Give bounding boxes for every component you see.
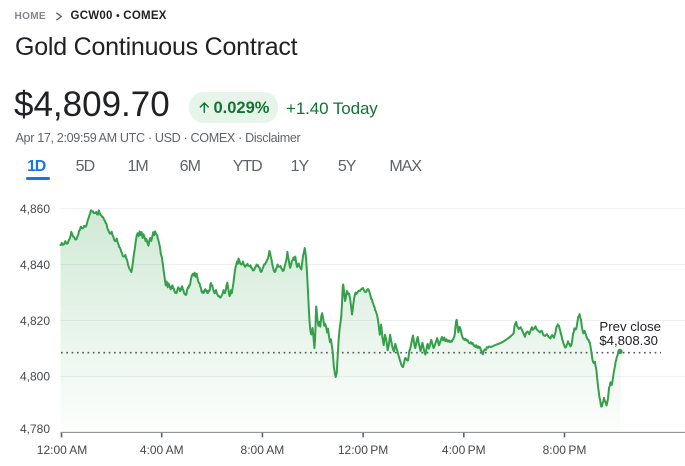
svg-text:12:00 PM: 12:00 PM — [338, 443, 388, 457]
svg-text:4,840: 4,840 — [20, 258, 50, 272]
svg-text:4,780: 4,780 — [20, 422, 50, 436]
svg-text:4:00 AM: 4:00 AM — [140, 443, 184, 457]
svg-text:4,860: 4,860 — [20, 202, 50, 216]
svg-text:12:00 AM: 12:00 AM — [37, 443, 87, 457]
svg-text:8:00 PM: 8:00 PM — [543, 443, 587, 457]
svg-text:8:00 AM: 8:00 AM — [241, 443, 285, 457]
svg-text:4:00 PM: 4:00 PM — [442, 443, 486, 457]
svg-text:4,820: 4,820 — [20, 314, 50, 328]
svg-text:Prev close: Prev close — [599, 319, 661, 334]
svg-text:$4,808.30: $4,808.30 — [599, 333, 658, 348]
svg-text:4,800: 4,800 — [20, 370, 50, 384]
